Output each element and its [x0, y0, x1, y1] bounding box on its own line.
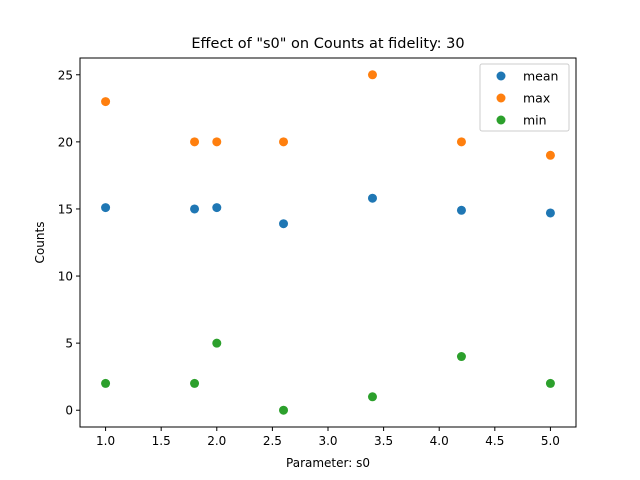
- point-mean: [101, 203, 111, 213]
- point-min: [212, 338, 222, 348]
- y-tick-label: 0: [65, 404, 73, 418]
- y-tick-label: 20: [58, 135, 73, 149]
- x-tick-label: 4.5: [485, 434, 504, 448]
- point-min: [367, 392, 377, 402]
- y-tick-label: 10: [58, 270, 73, 284]
- legend-box: [479, 63, 570, 132]
- y-tick-label: 25: [58, 68, 73, 82]
- point-mean: [456, 205, 466, 215]
- x-tick-label: 1.0: [96, 434, 115, 448]
- point-mean: [279, 219, 289, 229]
- legend-marker-min: [496, 115, 506, 125]
- data-points: [101, 70, 555, 415]
- point-mean: [190, 204, 200, 214]
- y-tick-label: 15: [58, 202, 73, 216]
- chart-title: Effect of "s0" on Counts at fidelity: 30: [191, 36, 464, 52]
- point-mean: [367, 193, 377, 203]
- y-tick-label: 5: [65, 337, 73, 351]
- x-axis-label: Parameter: s0: [286, 456, 370, 470]
- point-min: [545, 378, 555, 388]
- point-min: [190, 378, 200, 388]
- x-tick-label: 5.0: [541, 434, 560, 448]
- point-min: [456, 352, 466, 362]
- x-tick-label: 2.5: [263, 434, 282, 448]
- legend-marker-max: [496, 93, 506, 103]
- point-min: [101, 378, 111, 388]
- x-tick-label: 3.0: [318, 434, 337, 448]
- x-tick-label: 1.5: [152, 434, 171, 448]
- point-max: [190, 137, 200, 147]
- plot-area: 1.0 1.5 2.0 2.5 3.0 3.5 4.0 4.5 5.0 0 5 10 15 20 25: [58, 57, 577, 448]
- legend-label-max: max: [523, 91, 550, 106]
- x-axis: 1.0 1.5 2.0 2.5 3.0 3.5 4.0 4.5 5.0: [96, 427, 560, 448]
- legend-label-min: min: [523, 113, 547, 128]
- point-max: [279, 137, 289, 147]
- point-min: [279, 405, 289, 415]
- point-mean: [212, 203, 222, 213]
- point-max: [212, 137, 222, 147]
- point-mean: [545, 208, 555, 218]
- x-tick-label: 2.0: [207, 434, 226, 448]
- y-axis: 0 5 10 15 20 25: [58, 68, 80, 418]
- x-tick-label: 3.5: [374, 434, 393, 448]
- y-axis-label: Counts: [33, 222, 47, 264]
- x-tick-label: 4.0: [430, 434, 449, 448]
- point-max: [101, 97, 111, 107]
- point-max: [456, 137, 466, 147]
- legend: mean max min: [479, 63, 570, 132]
- point-max: [545, 150, 555, 160]
- legend-marker-mean: [496, 71, 506, 81]
- legend-label-mean: mean: [523, 69, 558, 84]
- point-max: [367, 70, 377, 80]
